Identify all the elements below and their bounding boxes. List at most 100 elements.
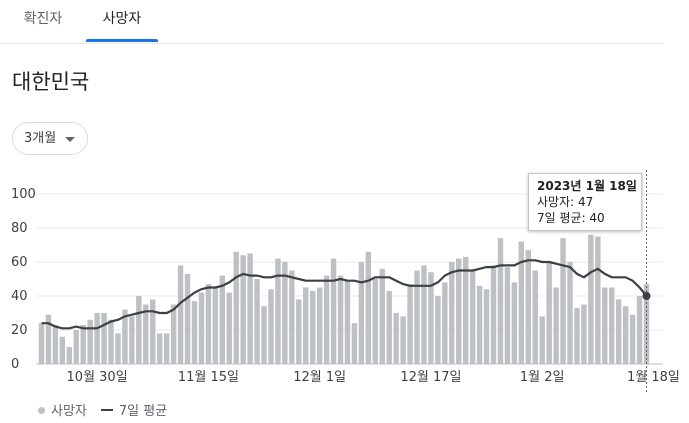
bar <box>379 268 385 364</box>
bar <box>372 279 379 364</box>
bar <box>129 316 135 364</box>
bar <box>358 262 365 364</box>
bar <box>497 238 504 364</box>
deaths-chart: 0 20 40 60 80 100 10월 30일 11월 15일 12월 1일 12월 17일 1… <box>11 170 680 394</box>
bar <box>553 287 559 364</box>
average-line <box>41 259 648 330</box>
bar <box>316 287 323 364</box>
range-dropdown-label: 3개월 <box>24 131 57 146</box>
tab-deaths-label: 사망자 <box>102 11 142 27</box>
bar <box>163 333 170 364</box>
bar <box>511 282 518 364</box>
range-dropdown[interactable]: 3개월 <box>12 122 88 155</box>
x-tick-label: 1월 2일 <box>520 370 565 385</box>
bar <box>136 296 142 364</box>
y-tick-label: 80 <box>11 221 28 236</box>
bar <box>115 333 121 364</box>
bar <box>469 270 476 364</box>
bar <box>198 292 205 364</box>
bar <box>66 347 73 364</box>
region-title: 대한민국 <box>12 70 90 94</box>
y-tick-label: 60 <box>11 255 28 270</box>
x-tick-label: 12월 1일 <box>293 370 346 385</box>
bar <box>504 267 511 364</box>
bar <box>602 287 608 364</box>
bar <box>289 270 295 364</box>
bar <box>122 309 128 364</box>
bar <box>421 265 427 364</box>
bar <box>574 307 580 364</box>
tab-bar: 확진자 사망자 <box>0 0 663 44</box>
bar <box>483 289 490 364</box>
bar <box>309 290 316 364</box>
x-tick-label: 1월 18일 <box>627 370 680 385</box>
bar <box>226 292 232 364</box>
bar <box>449 262 455 364</box>
bar <box>539 316 545 364</box>
bar <box>282 262 288 364</box>
bar <box>532 270 538 364</box>
bar <box>643 284 650 364</box>
bar <box>94 313 100 364</box>
tab-deaths[interactable]: 사망자 <box>86 0 158 42</box>
bar <box>476 285 483 364</box>
bar <box>414 270 420 364</box>
bar <box>595 236 601 364</box>
bar-legend-dot-icon <box>38 407 45 414</box>
bar <box>567 262 573 364</box>
line-legend-dash-icon <box>100 409 113 411</box>
bar <box>45 314 52 364</box>
bar <box>386 290 392 364</box>
bar <box>546 262 552 364</box>
chart-tooltip: 2023년 1월 18일 사망자: 47 7일 평균: 40 <box>528 173 642 231</box>
bar <box>615 299 622 364</box>
bar <box>233 251 239 364</box>
bar <box>407 284 413 364</box>
bar <box>330 258 337 364</box>
bar <box>303 287 309 364</box>
bar <box>490 265 497 364</box>
bar <box>560 238 566 364</box>
bar <box>191 301 198 364</box>
bar <box>629 314 636 364</box>
bar <box>261 306 267 364</box>
bar <box>636 296 643 364</box>
bar <box>219 275 226 364</box>
bar <box>101 313 107 364</box>
bar <box>462 256 469 364</box>
highlight-point <box>642 292 651 300</box>
bar <box>428 272 434 364</box>
bar <box>170 304 177 364</box>
bar <box>205 284 212 364</box>
legend-line-label: 7일 평균 <box>118 404 168 419</box>
bar <box>59 336 66 364</box>
bar <box>108 319 114 364</box>
bar <box>52 324 59 364</box>
tab-cases[interactable]: 확진자 <box>23 11 63 27</box>
bar <box>442 282 448 364</box>
bar <box>268 289 274 364</box>
caret-down-icon <box>65 137 75 142</box>
x-tick-label: 11월 15일 <box>178 370 239 385</box>
bar <box>581 304 587 364</box>
x-tick-label: 12월 17일 <box>400 370 461 385</box>
x-tick-label: 10월 30일 <box>67 370 128 385</box>
bar <box>435 296 441 364</box>
y-tick-label: 40 <box>11 289 28 304</box>
bar <box>80 324 86 364</box>
y-tick-label: 20 <box>11 323 28 338</box>
tooltip-deaths: 사망자: 47 <box>537 195 594 209</box>
bar <box>177 265 184 364</box>
bar <box>73 330 79 364</box>
bar <box>87 319 93 364</box>
tooltip-date: 2023년 1월 18일 <box>537 179 637 193</box>
bar <box>400 316 406 364</box>
bar <box>150 299 156 364</box>
bar <box>456 258 462 364</box>
bar <box>337 275 344 364</box>
bar <box>247 253 253 364</box>
bar <box>296 299 302 364</box>
bar <box>393 313 399 364</box>
bar <box>588 234 594 364</box>
bar <box>518 241 525 364</box>
